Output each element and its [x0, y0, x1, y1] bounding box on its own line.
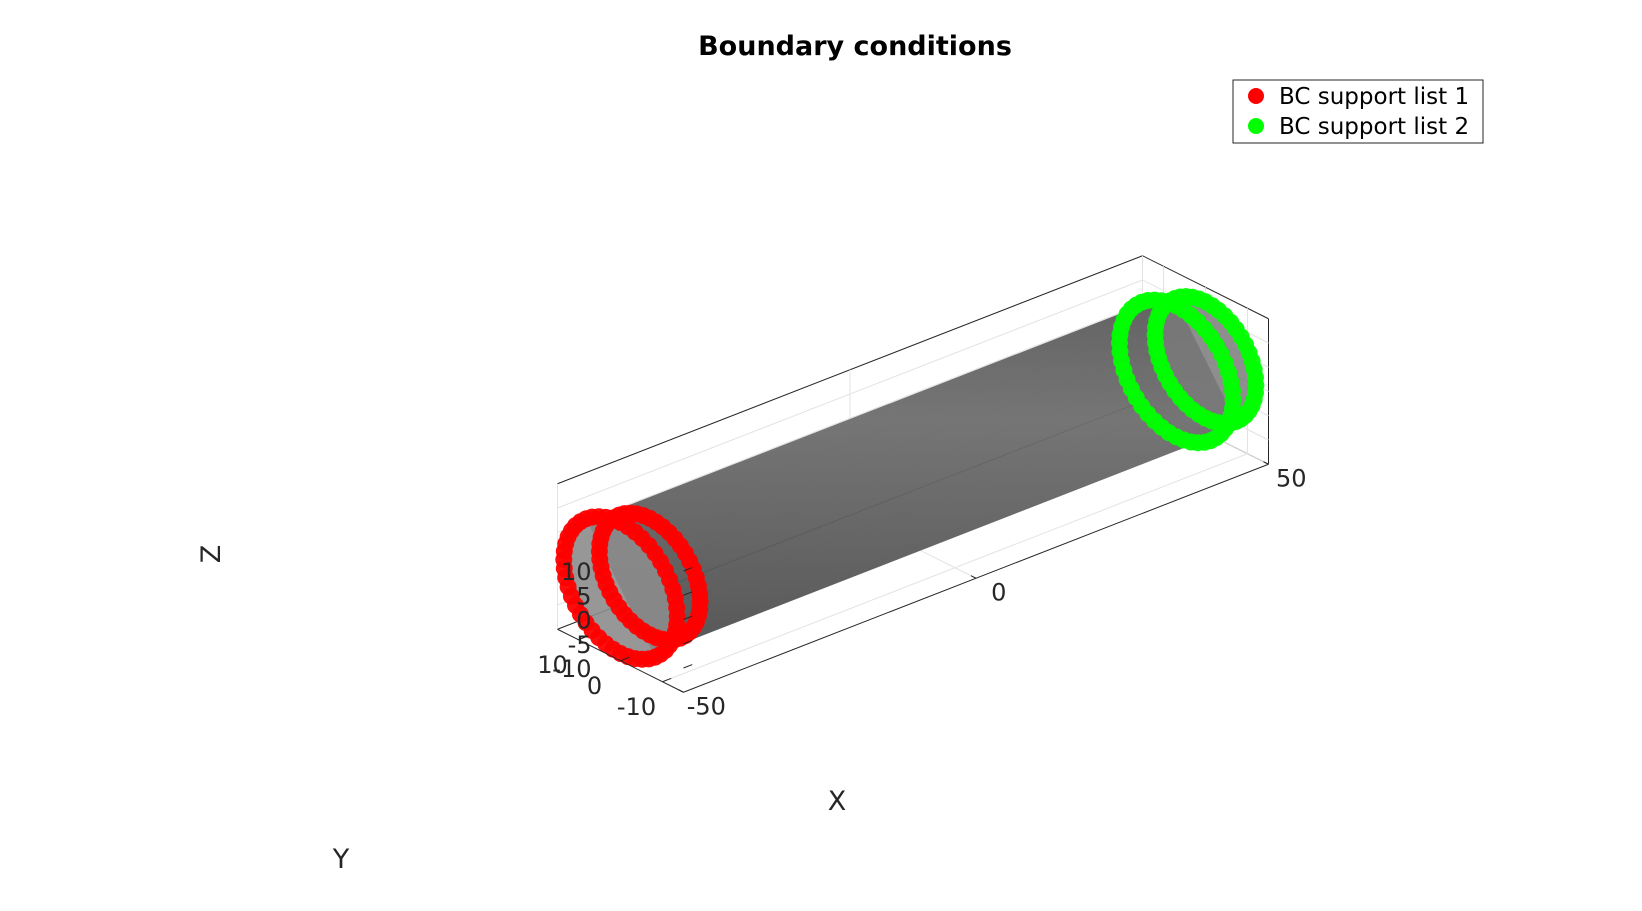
cylinder-body	[587, 293, 1239, 655]
x-tick	[970, 575, 977, 579]
y-tick	[662, 677, 672, 683]
series-2-markers	[1111, 288, 1265, 452]
x-tick	[1263, 461, 1269, 465]
z-axis-label: Z	[196, 545, 227, 564]
z-tick	[683, 591, 693, 596]
marker-point	[1111, 343, 1129, 361]
x-axis-label: X	[828, 786, 847, 817]
y-tick-label: 10	[537, 651, 568, 679]
legend: BC support list 1 BC support list 2	[1232, 79, 1484, 144]
z-tick-label: -5	[568, 631, 592, 659]
z-tick	[683, 664, 693, 669]
legend-box	[1232, 79, 1484, 144]
x-tick-label: 50	[1276, 465, 1307, 493]
y-tick	[578, 635, 588, 641]
y-tick	[620, 656, 630, 662]
series-1-markers	[555, 504, 709, 668]
y-axis-label: Y	[332, 844, 350, 875]
z-tick-label: 5	[576, 582, 591, 610]
y-tick-label: 0	[587, 672, 602, 700]
grid-line	[557, 279, 1143, 509]
marker-layer	[555, 288, 1265, 668]
grid-line	[662, 453, 1248, 683]
legend-label-series-2: BC support list 2	[1279, 114, 1469, 140]
z-tick	[683, 615, 693, 620]
z-tick-label: 0	[576, 607, 591, 635]
x-tick-label: -50	[687, 693, 726, 721]
z-tick	[683, 639, 693, 645]
legend-marker-series-2	[1248, 118, 1264, 134]
marker-point	[591, 550, 609, 568]
chart-title: Boundary conditions	[698, 31, 1012, 62]
z-tick-label: -10	[552, 655, 591, 683]
axis-labels: X Y Z	[196, 545, 846, 875]
x-tick-label: 0	[991, 579, 1006, 607]
z-tick	[683, 567, 693, 572]
x-tick	[678, 689, 684, 693]
z-tick-label: 10	[561, 558, 592, 586]
y-tick-label: -10	[617, 693, 656, 721]
marker-point	[555, 559, 573, 577]
legend-marker-series-1	[1248, 88, 1264, 104]
marker-point	[1147, 334, 1164, 352]
grid-line	[557, 303, 1143, 533]
legend-label-series-1: BC support list 1	[1279, 84, 1469, 110]
